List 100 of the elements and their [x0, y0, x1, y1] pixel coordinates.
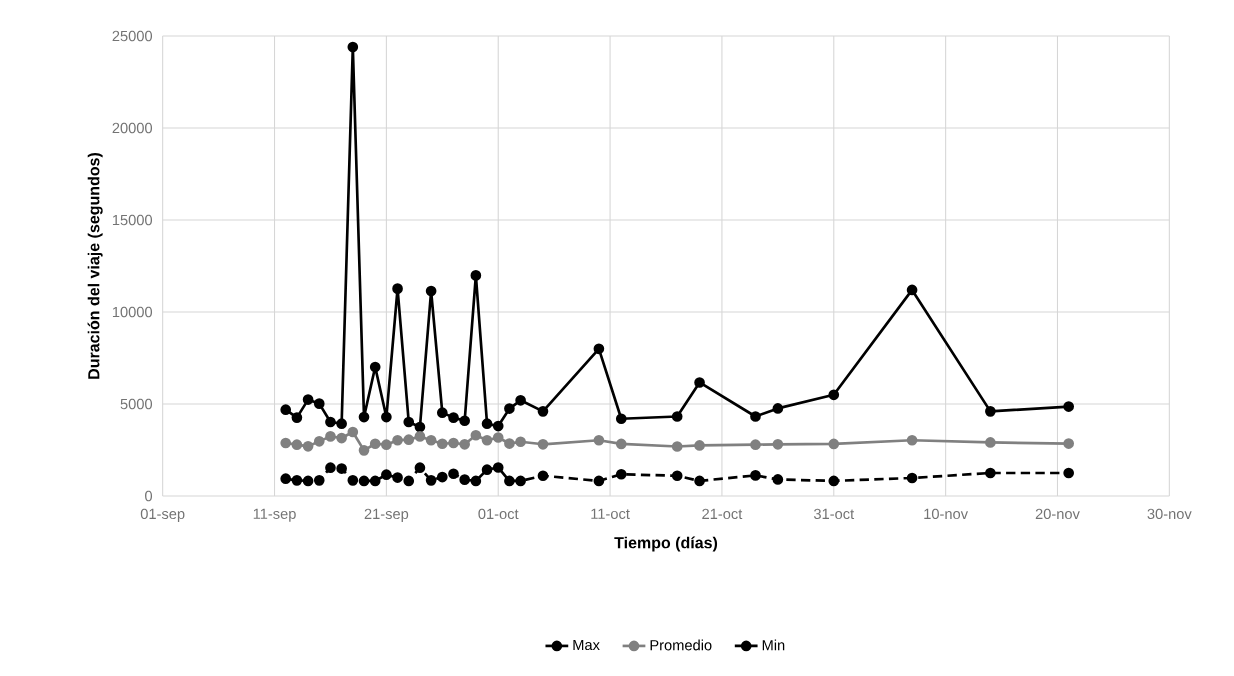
- point: [1063, 438, 1075, 449]
- point: [381, 411, 392, 423]
- point: [694, 475, 705, 487]
- point: [280, 437, 292, 449]
- point: [671, 470, 683, 482]
- point: [772, 474, 784, 485]
- point: [470, 270, 482, 281]
- point: [414, 431, 426, 442]
- point: [325, 462, 336, 473]
- point: [615, 413, 627, 425]
- point: [336, 418, 347, 430]
- point: [481, 434, 493, 446]
- point: [347, 426, 359, 438]
- point: [906, 434, 918, 446]
- point: [291, 475, 303, 486]
- point: [515, 436, 526, 448]
- y-tick-label: 20000: [112, 122, 153, 134]
- point: [425, 434, 437, 446]
- point: [425, 475, 437, 486]
- point: [985, 467, 996, 479]
- point: [392, 434, 403, 446]
- point: [828, 389, 840, 401]
- point: [358, 411, 370, 423]
- y-tick-label: 25000: [112, 30, 153, 42]
- point: [750, 439, 761, 451]
- point: [481, 464, 493, 476]
- point: [291, 412, 303, 423]
- point: [906, 472, 918, 484]
- point: [403, 416, 415, 428]
- point: [425, 285, 437, 297]
- legend-label: Promedio: [650, 639, 712, 651]
- point: [828, 475, 840, 487]
- point: [1063, 467, 1075, 479]
- point: [671, 441, 683, 452]
- point: [593, 343, 605, 355]
- point: [280, 404, 292, 416]
- point: [593, 475, 605, 487]
- point: [302, 394, 314, 405]
- x-tick-label: 11-oct: [591, 508, 630, 519]
- point: [671, 411, 683, 422]
- x-tick-label: 21-sep: [364, 508, 409, 522]
- point: [537, 406, 549, 417]
- point: [414, 462, 426, 473]
- point: [750, 470, 761, 481]
- point: [504, 438, 515, 449]
- point: [772, 438, 784, 450]
- y-tick-label: 10000: [112, 306, 153, 318]
- point: [369, 361, 381, 373]
- point: [347, 475, 359, 486]
- x-axis-title: Tiempo (días): [614, 536, 718, 552]
- point: [593, 434, 605, 446]
- point: [537, 470, 549, 482]
- point: [694, 377, 705, 388]
- point: [448, 437, 459, 449]
- x-tick-label: 30-nov: [1147, 508, 1192, 520]
- point: [750, 411, 761, 422]
- point: [772, 403, 784, 414]
- point: [515, 394, 526, 406]
- point: [325, 416, 336, 428]
- point: [481, 418, 493, 430]
- point: [436, 407, 448, 418]
- x-tick-label: 01-sep: [140, 508, 185, 522]
- point: [470, 429, 482, 441]
- point: [1063, 401, 1075, 412]
- point: [403, 475, 415, 487]
- point: [459, 474, 471, 485]
- x-tick-label: 11-sep: [253, 508, 296, 522]
- point: [448, 468, 459, 480]
- point: [615, 468, 627, 480]
- point: [694, 440, 705, 451]
- point: [358, 445, 370, 456]
- point: [985, 437, 996, 448]
- point: [504, 403, 515, 414]
- y-tick-label: 0: [145, 490, 153, 502]
- point: [615, 438, 627, 450]
- point: [336, 432, 347, 444]
- point: [492, 432, 504, 443]
- x-tick-label: 20-nov: [1035, 508, 1080, 520]
- point: [985, 406, 996, 417]
- x-tick-label: 10-nov: [924, 508, 968, 520]
- y-tick-label: 15000: [112, 214, 153, 226]
- point: [492, 462, 504, 473]
- point: [436, 438, 448, 450]
- point: [381, 439, 392, 451]
- point: [369, 438, 381, 450]
- point: [392, 472, 403, 483]
- point: [515, 475, 526, 487]
- point: [302, 440, 314, 452]
- point: [369, 475, 381, 487]
- point: [906, 284, 918, 296]
- point: [313, 475, 325, 486]
- point: [302, 475, 314, 487]
- point: [403, 434, 415, 446]
- point: [336, 463, 347, 474]
- point: [470, 475, 482, 487]
- legend-label: Max: [573, 639, 600, 651]
- point: [313, 398, 325, 409]
- point: [280, 473, 292, 485]
- point: [392, 283, 403, 294]
- x-tick-label: 01-oct: [478, 508, 519, 520]
